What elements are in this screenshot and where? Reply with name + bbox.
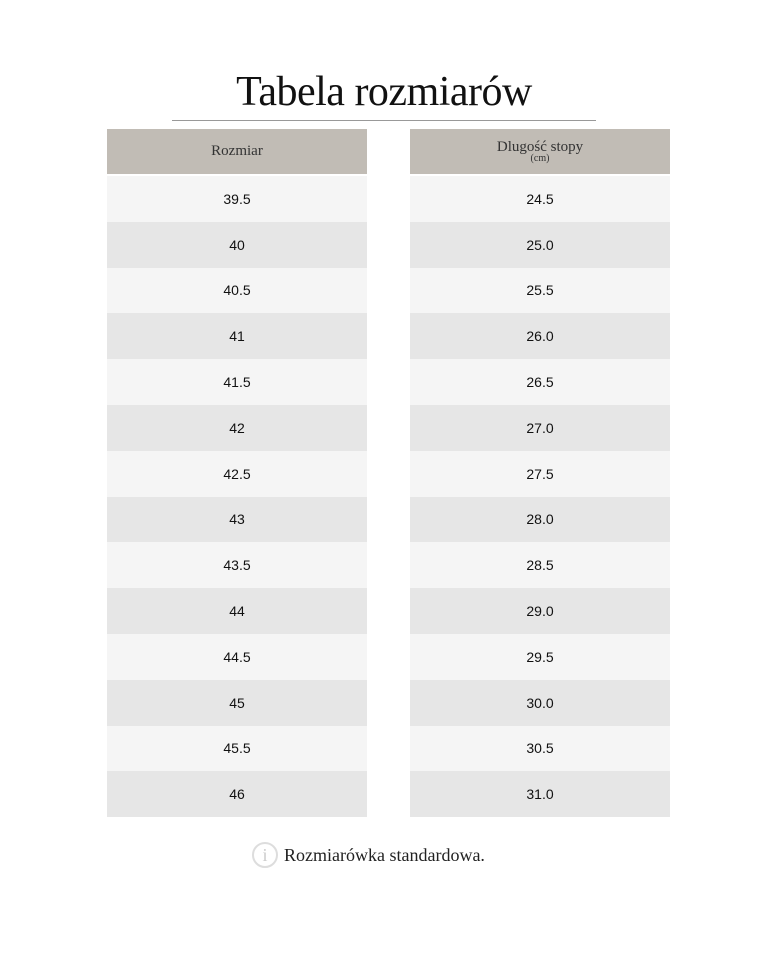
size-cell: 44 bbox=[107, 588, 367, 634]
length-column: Dlugość stopy (cm) 24.5 25.0 25.5 26.0 26.5 2… bbox=[410, 129, 670, 818]
size-cell: 46 bbox=[107, 771, 367, 818]
length-cell: 28.0 bbox=[410, 496, 670, 543]
length-cell: 24.5 bbox=[410, 176, 670, 222]
length-cell: 29.5 bbox=[410, 633, 670, 680]
size-cell: 40 bbox=[107, 221, 367, 268]
length-cell: 30.5 bbox=[410, 725, 670, 772]
size-cell: 42.5 bbox=[107, 450, 367, 497]
title-divider bbox=[172, 120, 596, 121]
footnote-text: Rozmiarówka standardowa. bbox=[284, 844, 485, 865]
length-cell: 31.0 bbox=[410, 771, 670, 818]
size-cell: 43 bbox=[107, 496, 367, 543]
size-column: Rozmiar 39.5 40 40.5 41 41.5 42 42.5 43 43.5 44 44… bbox=[107, 129, 367, 818]
size-header: Rozmiar bbox=[107, 129, 367, 174]
length-cell: 26.5 bbox=[410, 359, 670, 405]
page-title: Tabela rozmiarów bbox=[236, 69, 532, 115]
length-header: Dlugość stopy (cm) bbox=[410, 129, 670, 174]
length-unit: (cm) bbox=[530, 153, 550, 164]
size-cell: 45.5 bbox=[107, 725, 367, 772]
length-cell: 28.5 bbox=[410, 542, 670, 589]
size-cell: 42 bbox=[107, 404, 367, 451]
info-icon: i bbox=[252, 842, 278, 868]
size-cell: 40.5 bbox=[107, 267, 367, 314]
size-cell: 43.5 bbox=[107, 542, 367, 589]
length-header-label: Dlugość stopy bbox=[496, 139, 584, 155]
length-cell: 30.0 bbox=[410, 679, 670, 726]
footnote: i Rozmiarówka standardowa. bbox=[252, 842, 485, 868]
length-cell: 27.0 bbox=[410, 404, 670, 451]
size-cell: 45 bbox=[107, 679, 367, 726]
length-cell: 26.0 bbox=[410, 313, 670, 360]
size-cell: 39.5 bbox=[107, 176, 367, 222]
length-cell: 25.5 bbox=[410, 267, 670, 314]
length-cell: 27.5 bbox=[410, 450, 670, 497]
length-cell: 25.0 bbox=[410, 221, 670, 268]
size-header-label: Rozmiar bbox=[211, 143, 263, 159]
length-cell: 29.0 bbox=[410, 588, 670, 634]
size-cell: 41.5 bbox=[107, 359, 367, 405]
size-cell: 41 bbox=[107, 313, 367, 360]
size-cell: 44.5 bbox=[107, 633, 367, 680]
